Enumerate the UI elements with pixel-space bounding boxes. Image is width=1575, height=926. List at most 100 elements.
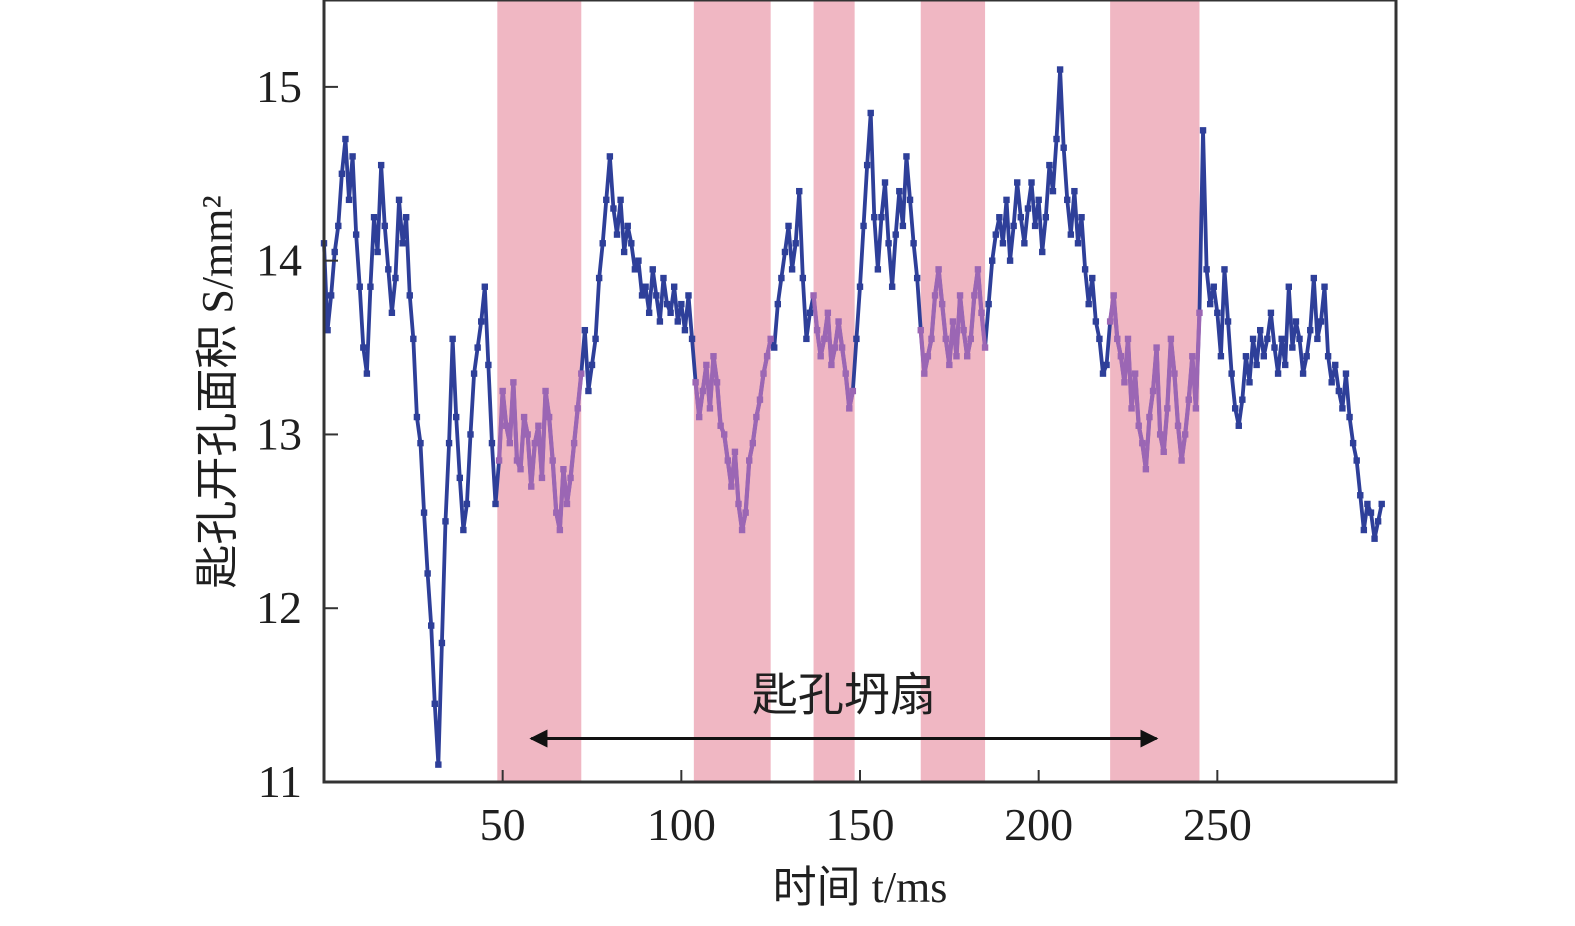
data-point-8 — [349, 153, 356, 160]
data-point-278 — [1314, 335, 1321, 343]
data-point-148 — [849, 387, 857, 395]
data-point-226 — [1128, 405, 1135, 412]
data-point-146 — [842, 370, 849, 377]
data-point-193 — [1010, 222, 1017, 230]
data-point-253 — [1224, 318, 1232, 325]
data-point-291 — [1360, 526, 1368, 534]
data-point-52 — [506, 439, 514, 447]
data-point-135 — [803, 335, 810, 343]
data-point-114 — [728, 483, 735, 490]
data-point-27 — [417, 439, 424, 447]
data-point-123 — [760, 370, 767, 377]
data-point-120 — [749, 439, 756, 447]
data-point-139 — [817, 353, 824, 360]
data-point-26 — [413, 413, 421, 421]
data-point-134 — [799, 274, 807, 282]
data-point-204 — [1049, 187, 1057, 195]
annotation-label: 匙孔坍扇 — [752, 670, 936, 721]
data-point-7 — [345, 196, 353, 204]
data-point-141 — [824, 309, 832, 316]
data-point-66 — [556, 526, 564, 534]
data-point-293 — [1367, 509, 1375, 516]
data-point-289 — [1353, 457, 1360, 464]
data-point-147 — [846, 405, 853, 412]
data-point-90 — [642, 283, 649, 290]
data-point-177 — [953, 353, 960, 360]
data-point-160 — [892, 231, 899, 238]
data-point-37 — [453, 413, 460, 421]
data-point-28 — [420, 509, 428, 516]
data-point-282 — [1328, 379, 1335, 386]
data-point-156 — [878, 214, 885, 221]
data-point-241 — [1181, 431, 1189, 438]
data-point-18 — [385, 266, 392, 273]
data-point-94 — [656, 318, 664, 325]
data-point-9 — [352, 231, 360, 238]
data-point-198 — [1028, 179, 1035, 186]
data-point-20 — [392, 274, 399, 282]
data-point-292 — [1364, 500, 1371, 508]
data-point-106 — [699, 387, 706, 395]
data-point-75 — [588, 361, 596, 369]
data-point-263 — [1260, 353, 1267, 360]
data-point-201 — [1039, 248, 1046, 256]
data-point-260 — [1249, 335, 1257, 343]
data-point-47 — [488, 439, 496, 447]
data-point-281 — [1324, 353, 1332, 360]
data-point-252 — [1221, 266, 1228, 273]
data-point-150 — [856, 283, 864, 290]
data-point-210 — [1071, 187, 1078, 195]
data-point-55 — [517, 466, 524, 473]
data-point-172 — [935, 266, 942, 273]
data-point-58 — [528, 483, 535, 490]
data-point-259 — [1246, 379, 1253, 386]
data-point-43 — [474, 344, 481, 351]
data-point-209 — [1067, 231, 1075, 238]
data-point-119 — [746, 457, 753, 464]
data-point-213 — [1081, 266, 1089, 273]
data-point-69 — [567, 474, 574, 482]
data-point-214 — [1085, 300, 1092, 308]
data-point-256 — [1235, 422, 1242, 429]
y-tick-label-14: 14 — [256, 235, 302, 286]
data-point-161 — [896, 187, 903, 195]
highlight-segment-5 — [1108, 293, 1202, 472]
data-point-238 — [1171, 370, 1178, 377]
data-point-169 — [924, 353, 932, 360]
data-point-102 — [685, 292, 692, 299]
data-point-178 — [956, 292, 964, 299]
data-point-245 — [1196, 309, 1203, 316]
data-point-270 — [1285, 283, 1292, 290]
data-point-42 — [470, 370, 478, 377]
data-point-63 — [545, 413, 553, 421]
data-point-218 — [1099, 370, 1107, 377]
data-point-30 — [428, 622, 435, 629]
data-point-185 — [981, 344, 989, 351]
data-point-50 — [499, 387, 506, 395]
data-point-127 — [774, 300, 782, 308]
data-point-67 — [560, 466, 567, 473]
data-point-208 — [1064, 196, 1071, 204]
highlight-segment-2 — [693, 336, 773, 533]
data-point-25 — [410, 335, 417, 343]
data-point-225 — [1124, 335, 1132, 343]
data-point-258 — [1242, 353, 1250, 360]
data-point-296 — [1378, 500, 1385, 508]
data-point-267 — [1274, 370, 1282, 377]
data-point-10 — [356, 283, 363, 290]
data-point-56 — [520, 413, 528, 421]
data-point-167 — [917, 326, 924, 334]
data-point-51 — [503, 422, 510, 429]
data-point-142 — [828, 361, 835, 369]
data-point-4 — [335, 222, 342, 230]
data-point-100 — [678, 300, 685, 308]
data-point-162 — [899, 222, 907, 230]
data-point-112 — [721, 431, 728, 438]
data-point-197 — [1024, 205, 1032, 212]
data-point-49 — [495, 457, 503, 464]
data-point-128 — [778, 274, 785, 282]
data-point-115 — [731, 448, 739, 456]
data-point-189 — [996, 214, 1003, 221]
data-point-153 — [867, 109, 874, 117]
data-point-200 — [1035, 196, 1042, 204]
